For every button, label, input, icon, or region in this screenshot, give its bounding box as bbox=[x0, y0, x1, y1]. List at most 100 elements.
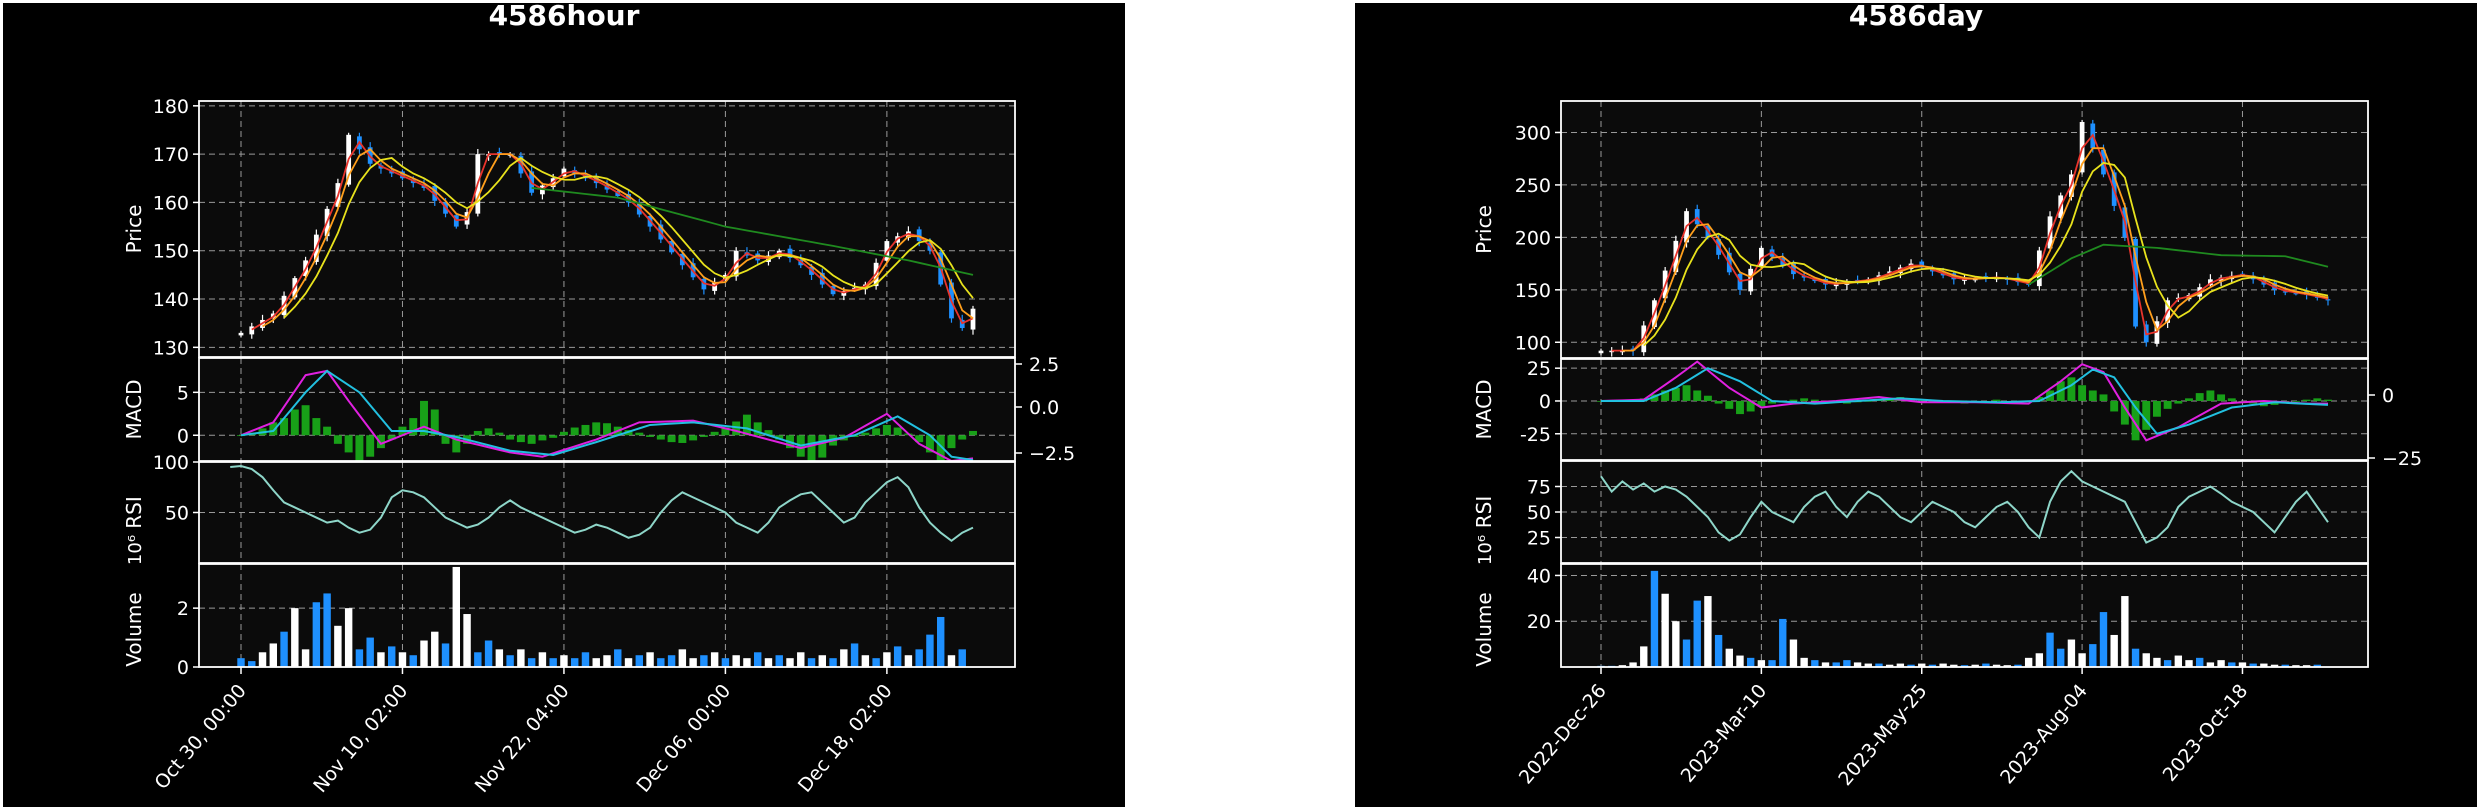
volume-bar bbox=[764, 658, 773, 667]
macd-histogram-bar bbox=[1864, 400, 1873, 402]
right-tick-label: −2.5 bbox=[1029, 443, 1075, 465]
macd-histogram-bar bbox=[936, 435, 945, 461]
y-tick-label: 250 bbox=[1515, 175, 1551, 197]
chart-title: 4586hour bbox=[488, 0, 640, 32]
candle-body bbox=[400, 171, 405, 179]
signal-line bbox=[1601, 367, 2329, 435]
volume-bar bbox=[549, 658, 557, 667]
macd-histogram-bar bbox=[2195, 393, 2204, 401]
panel-frame bbox=[1560, 358, 2369, 461]
panel-frame bbox=[1560, 460, 2369, 564]
volume-bar bbox=[657, 658, 665, 667]
volume-bar bbox=[2174, 655, 2183, 667]
candle-body bbox=[2282, 291, 2288, 293]
volume-bar bbox=[700, 655, 708, 667]
volume-bar bbox=[1918, 663, 1926, 667]
y-tick-label: 50 bbox=[1527, 502, 1551, 524]
macd-histogram-bar bbox=[764, 430, 773, 436]
figure-4586hour: 4586hour Oct 30, 00:00 Nov 10, 02:00 Nov 2… bbox=[0, 0, 1128, 810]
rsi-line bbox=[230, 465, 974, 543]
macd-histogram-bar bbox=[2131, 400, 2140, 441]
volume-bar bbox=[2078, 653, 2086, 667]
macd-histogram-bar bbox=[473, 430, 482, 436]
volume-bar bbox=[2217, 660, 2225, 667]
volume-bar bbox=[753, 652, 762, 667]
volume-bar bbox=[1907, 664, 1915, 667]
y-tick-label: 140 bbox=[153, 289, 189, 311]
volume-bar bbox=[915, 649, 923, 667]
macd-histogram-bar bbox=[1810, 399, 1819, 401]
candle-body bbox=[1983, 276, 1989, 278]
volume-bar bbox=[786, 658, 794, 667]
volume-bar bbox=[1939, 663, 1947, 667]
volume-bar bbox=[2121, 596, 2129, 667]
y-tick-label: 25 bbox=[1527, 358, 1551, 380]
volume-bar bbox=[312, 602, 321, 667]
volume-bar bbox=[258, 652, 267, 667]
volume-bar bbox=[2131, 648, 2140, 667]
candle-body bbox=[1919, 261, 1925, 268]
macd-histogram-bar bbox=[947, 435, 956, 449]
macd-histogram-bar bbox=[958, 435, 967, 440]
y-tick-label: 180 bbox=[153, 96, 189, 118]
volume-bar bbox=[398, 652, 407, 667]
volume-bar bbox=[807, 658, 816, 667]
macd-histogram-bar bbox=[344, 435, 353, 453]
right-tick-label: 0 bbox=[2382, 385, 2394, 407]
macd-histogram-bar bbox=[818, 435, 827, 458]
candle-body bbox=[2293, 293, 2299, 295]
panel-background bbox=[199, 564, 1015, 667]
macd-histogram-bar bbox=[2152, 400, 2161, 417]
macd-histogram-bar bbox=[441, 435, 450, 444]
volume-bar bbox=[2035, 653, 2044, 667]
macd-histogram-bar bbox=[635, 432, 644, 436]
ma_long-line bbox=[531, 187, 974, 276]
y-tick-label: 170 bbox=[153, 144, 189, 166]
volume-bar bbox=[1789, 639, 1798, 667]
macd-histogram-bar bbox=[732, 421, 741, 436]
macd-histogram-bar bbox=[742, 414, 751, 436]
macd-histogram-bar bbox=[2302, 399, 2311, 401]
macd-histogram-bar bbox=[559, 431, 568, 436]
volume-bar bbox=[1971, 664, 1979, 667]
volume-bar bbox=[2185, 660, 2193, 667]
volume-bar bbox=[732, 655, 740, 667]
volume-bar bbox=[872, 658, 880, 667]
macd-histogram-bar bbox=[2142, 400, 2151, 430]
macd-histogram-bar bbox=[1714, 400, 1723, 404]
volume-bar bbox=[926, 634, 934, 667]
macd-histogram-bar bbox=[592, 422, 601, 436]
volume-bar bbox=[840, 649, 848, 667]
macd-histogram-bar bbox=[689, 435, 698, 441]
x-tick-label: 2023-May-25 bbox=[1834, 680, 1931, 790]
volume-bar bbox=[1832, 662, 1840, 667]
volume-bar bbox=[883, 652, 891, 667]
macd-histogram-bar bbox=[2067, 377, 2076, 401]
macd-histogram-bar bbox=[1671, 387, 1680, 401]
macd-histogram-bar bbox=[893, 427, 902, 436]
volume-bar bbox=[2302, 665, 2311, 667]
macd-histogram-bar bbox=[1992, 399, 2001, 401]
panel-frame bbox=[198, 563, 1016, 668]
y-tick-label: 25 bbox=[1527, 528, 1551, 550]
macd-histogram-bar bbox=[2206, 390, 2215, 401]
macd-histogram-bar bbox=[1682, 385, 1691, 401]
volume-bar bbox=[248, 661, 256, 667]
macd-histogram-bar bbox=[2099, 394, 2108, 401]
macd-histogram-bar bbox=[409, 418, 418, 436]
volume-bar bbox=[1618, 665, 1627, 667]
x-tick-label: Oct 30, 00:00 bbox=[150, 680, 250, 794]
macd-histogram-bar bbox=[1661, 390, 1670, 401]
macd-histogram-bar bbox=[2217, 394, 2226, 401]
y-tick-label: -25 bbox=[1520, 424, 1551, 446]
macd-histogram-bar bbox=[2313, 398, 2322, 401]
volume-bar bbox=[366, 637, 374, 667]
macd-histogram-bar bbox=[710, 431, 719, 436]
macd-histogram-bar bbox=[312, 418, 321, 436]
candle-body bbox=[496, 152, 502, 155]
signal-line bbox=[240, 369, 974, 462]
volume-bar bbox=[377, 652, 385, 667]
y-tick-label: 50 bbox=[165, 503, 189, 525]
chart-4586day: 2022-Dec-26 2023-Mar-10 2023-May-25 2023-Au… bbox=[1472, 100, 2422, 790]
panel-frame bbox=[1560, 100, 2369, 359]
